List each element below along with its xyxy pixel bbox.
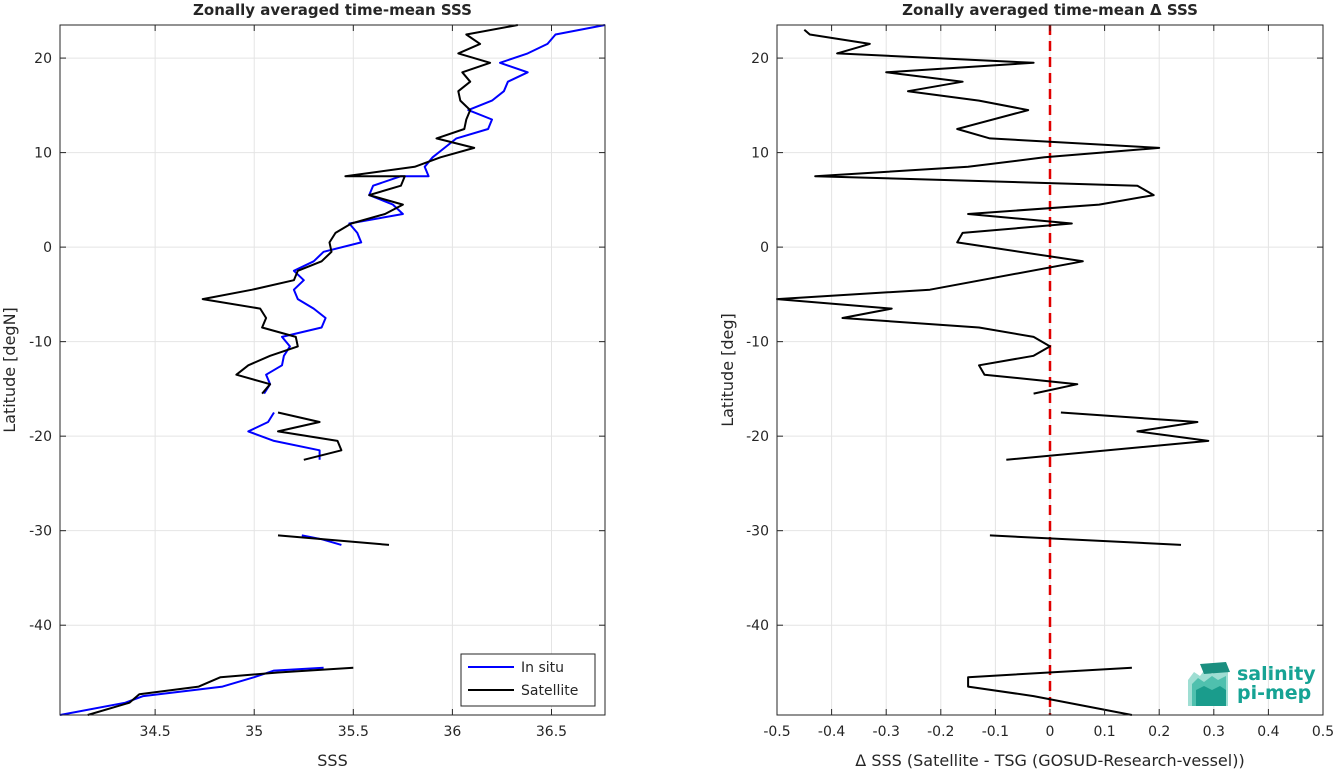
satellite-line-segment	[277, 411, 343, 461]
logo-text-salinity: salinity	[1237, 663, 1316, 685]
y-tick-label: -20	[746, 429, 769, 445]
plot-area	[60, 25, 605, 715]
delta-sss-line-segment	[776, 28, 1161, 395]
y-tick-label: 10	[34, 146, 52, 162]
y-tick-label: -10	[746, 335, 769, 351]
y-tick-label: 20	[751, 51, 769, 67]
y-axis-label: Latitude [degN]	[0, 307, 19, 433]
in-situ-line-segment	[247, 411, 321, 460]
y-tick-label: 20	[34, 51, 52, 67]
x-tick-label: 36.5	[536, 724, 567, 740]
legend-label-in-situ: In situ	[521, 660, 564, 676]
y-tick-label: 10	[751, 146, 769, 162]
y-tick-label: 0	[43, 240, 52, 256]
delta-sss-line-segment	[967, 666, 1133, 716]
satellite-line-segment	[87, 666, 354, 716]
logo-graphic-icon	[1188, 662, 1230, 706]
y-axis-label: Latitude [deg]	[718, 313, 737, 427]
y-tick-label: -10	[29, 335, 52, 351]
delta-sss-line-segment	[1006, 411, 1210, 461]
left-plot: 34.5 35 35.5 36 36.5 -40 -30 -20 -10 0 10 20 Zonally…	[0, 1, 606, 769]
x-tick-label: -0.2	[927, 724, 954, 740]
legend-box	[460, 653, 596, 707]
x-tick-label: 0.3	[1203, 724, 1225, 740]
x-tick-label: 36	[443, 724, 461, 740]
y-tick-label: -30	[29, 524, 52, 540]
x-tick-label: -0.3	[873, 724, 900, 740]
x-tick-label: 35	[245, 724, 263, 740]
y-tick-label: -40	[29, 618, 52, 634]
delta-sss-line-segment	[989, 534, 1182, 546]
logo-text-pi-mep: pi-mep	[1237, 682, 1311, 704]
satellite-line-segment	[201, 24, 518, 395]
y-tick-label: -30	[746, 524, 769, 540]
x-tick-label: 34.5	[140, 724, 171, 740]
legend-label-satellite: Satellite	[521, 683, 578, 699]
x-tick-label: 0.5	[1312, 724, 1334, 740]
x-tick-label: -0.1	[982, 724, 1009, 740]
x-tick-label: 35.5	[338, 724, 369, 740]
y-tick-label: -40	[746, 618, 769, 634]
right-plot: -0.5 -0.4 -0.3 -0.2 -0.1 0 0.1 0.2 0.3 0.4 0.5 -40 -…	[718, 1, 1334, 769]
x-tick-label: 0	[1046, 724, 1055, 740]
axes-box	[59, 24, 606, 716]
chart-title: Zonally averaged time-mean SSS	[193, 1, 472, 19]
in-situ-line-segment	[59, 666, 324, 716]
chart-title: Zonally averaged time-mean Δ SSS	[902, 1, 1198, 19]
y-tick-label: 0	[760, 240, 769, 256]
x-tick-label: -0.4	[818, 724, 845, 740]
satellite-line-segment	[277, 534, 390, 546]
x-tick-label: 0.2	[1148, 724, 1170, 740]
legend: In situ Satellite	[460, 653, 596, 707]
x-tick-label: 0.1	[1093, 724, 1115, 740]
salinity-pi-mep-logo: salinity pi-mep	[1188, 662, 1316, 706]
x-axis-label: Δ SSS (Satellite - TSG (GOSUD-Research-v…	[855, 751, 1244, 769]
in-situ-line-segment	[263, 24, 606, 395]
x-tick-label: -0.5	[763, 724, 790, 740]
x-axis-label: SSS	[317, 751, 347, 769]
x-tick-label: 0.4	[1257, 724, 1279, 740]
y-tick-label: -20	[29, 429, 52, 445]
